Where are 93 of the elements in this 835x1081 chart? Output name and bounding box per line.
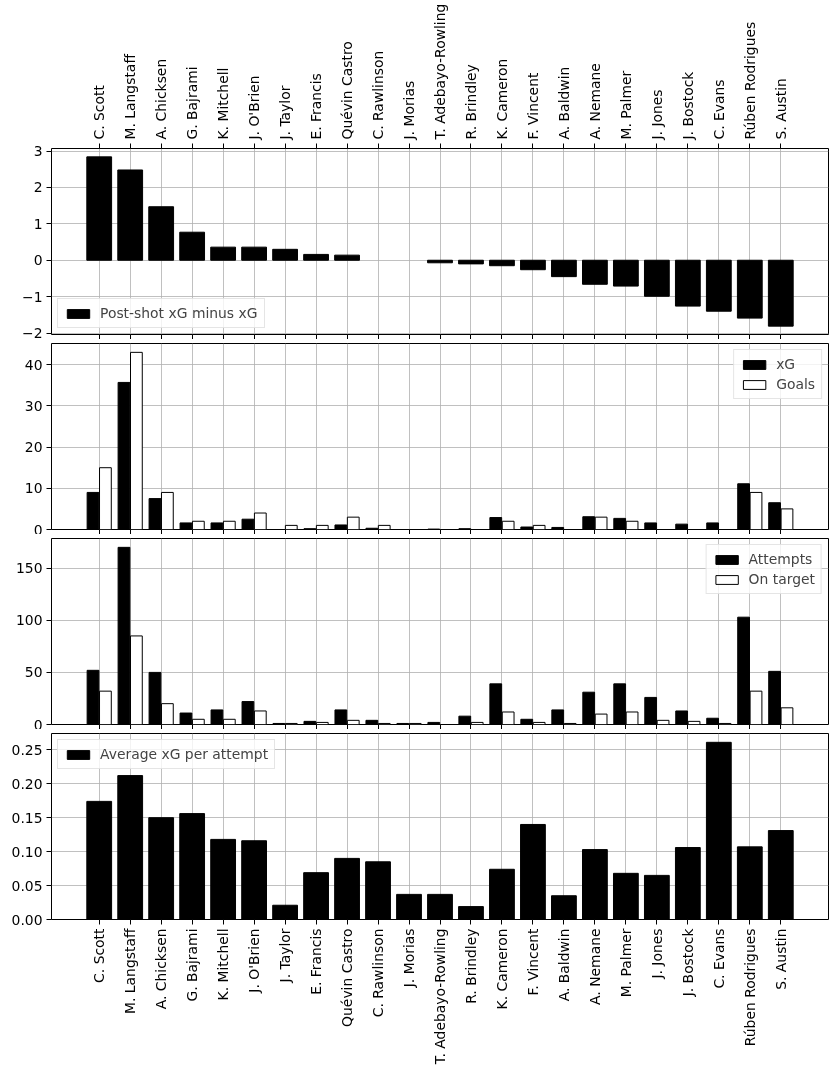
x-tick-label: M. Palmer — [617, 928, 634, 998]
x-tick-label: A. Chicksen — [153, 58, 170, 140]
x-tick-label: K. Cameron — [493, 928, 510, 1010]
bar — [520, 259, 546, 271]
y-tick-label: 0.15 — [11, 809, 43, 826]
bar — [612, 259, 639, 287]
x-tick-label: S. Austin — [772, 928, 789, 990]
x-tick-label: C. Rawlinson — [370, 928, 387, 1018]
x-tick-label: A. Nemane — [586, 928, 603, 1005]
bar — [767, 259, 794, 327]
bar — [551, 259, 577, 278]
x-tick-label: J. Taylor — [277, 928, 294, 984]
y-tick-label: 100 — [15, 612, 43, 629]
y-tick-label: 0.00 — [11, 911, 43, 928]
x-tick-label: A. Nemane — [586, 63, 603, 140]
x-tick-label: G. Bajrami — [184, 66, 201, 140]
bar — [241, 246, 268, 261]
y-tick-label: 20 — [24, 439, 43, 456]
bar — [148, 206, 175, 261]
legend-label: Goals — [776, 376, 815, 392]
y-tick-label: −2 — [22, 325, 43, 342]
bar — [117, 169, 144, 261]
x-tick-label: C. Scott — [91, 84, 108, 140]
bar — [582, 259, 608, 285]
x-tick-label: T. Adebayo-Rowling — [432, 3, 448, 141]
x-tick-label: J. Jones — [648, 928, 665, 980]
bar — [210, 246, 237, 261]
legend-label: Average xG per attempt — [100, 746, 269, 762]
y-tick-label: 40 — [24, 356, 43, 373]
x-tick-label: J. Bostock — [679, 71, 696, 141]
legend-label: xG — [776, 356, 797, 372]
x-tick-label: A. Baldwin — [555, 66, 572, 140]
bar — [643, 259, 670, 297]
x-tick-label: F. Vincent — [524, 927, 541, 996]
x-tick-label: J. Bostock — [679, 928, 696, 998]
bar — [489, 259, 515, 267]
x-tick-label: M. Palmer — [617, 70, 634, 140]
bar — [458, 259, 484, 265]
legend-label: On target — [748, 571, 815, 587]
x-tick-label: F. Vincent — [524, 72, 541, 140]
x-tick-label: C. Scott — [91, 927, 108, 983]
x-tick-label: R. Brindley — [462, 928, 479, 1004]
x-tick-label: K. Cameron — [493, 58, 510, 140]
y-tick-label: 10 — [24, 480, 43, 497]
y-tick-label: 30 — [24, 397, 43, 414]
x-tick-label: M. Langstaff — [122, 928, 139, 1014]
y-tick-label: 0.20 — [11, 775, 43, 792]
y-tick-label: −1 — [22, 288, 43, 305]
bar — [736, 259, 763, 319]
x-tick-label: S. Austin — [772, 78, 789, 140]
x-tick-label: Rúben Rodrigues — [741, 928, 758, 1047]
x-tick-label: Rúben Rodrigues — [741, 21, 758, 140]
y-tick-label: 0.10 — [11, 843, 43, 860]
x-tick-label: J. O'Brien — [246, 928, 263, 994]
y-tick-label: 50 — [24, 664, 43, 681]
x-tick-label: R. Brindley — [462, 64, 479, 140]
x-tick-label: M. Langstaff — [122, 53, 139, 140]
y-tick-label: 150 — [15, 560, 43, 577]
y-tick-label: 1 — [33, 215, 43, 232]
x-tick-label: G. Bajrami — [184, 928, 201, 1002]
bar — [674, 259, 701, 307]
bar — [334, 254, 360, 261]
x-tick-label: Quévin Castro — [339, 928, 356, 1027]
y-tick-label: 0.05 — [11, 877, 43, 894]
x-tick-label: J. O'Brien — [246, 75, 263, 141]
bar — [179, 231, 206, 261]
x-tick-label: Quévin Castro — [339, 41, 356, 140]
x-tick-label: C. Rawlinson — [370, 50, 387, 140]
legend-label: Attempts — [748, 551, 813, 567]
y-tick-label: 0 — [33, 716, 43, 733]
y-tick-label: 2 — [33, 179, 43, 196]
x-tick-label: K. Mitchell — [215, 928, 232, 1001]
x-tick-label: A. Chicksen — [153, 928, 170, 1010]
y-tick-label: 0 — [33, 521, 43, 538]
bar — [272, 248, 298, 261]
legend-label: Post-shot xG minus xG — [100, 305, 258, 321]
x-tick-label: J. Morias — [401, 928, 418, 989]
bar — [303, 253, 329, 261]
x-tick-label: J. Taylor — [277, 85, 294, 141]
y-tick-label: 0 — [33, 252, 43, 269]
y-tick-label: 3 — [33, 143, 43, 160]
bar — [705, 259, 732, 312]
x-tick-label: C. Evans — [710, 79, 727, 140]
y-tick-label: 0.25 — [11, 741, 43, 758]
x-tick-label: C. Evans — [710, 928, 727, 989]
bar — [86, 156, 113, 261]
x-tick-label: J. Jones — [648, 89, 665, 141]
x-tick-label: J. Morias — [401, 80, 418, 141]
x-tick-label: A. Baldwin — [555, 928, 572, 1002]
x-tick-label: E. Francis — [308, 73, 325, 140]
x-tick-label: K. Mitchell — [215, 67, 232, 140]
x-tick-label: T. Adebayo-Rowling — [432, 928, 448, 1066]
x-tick-label: E. Francis — [308, 928, 325, 995]
